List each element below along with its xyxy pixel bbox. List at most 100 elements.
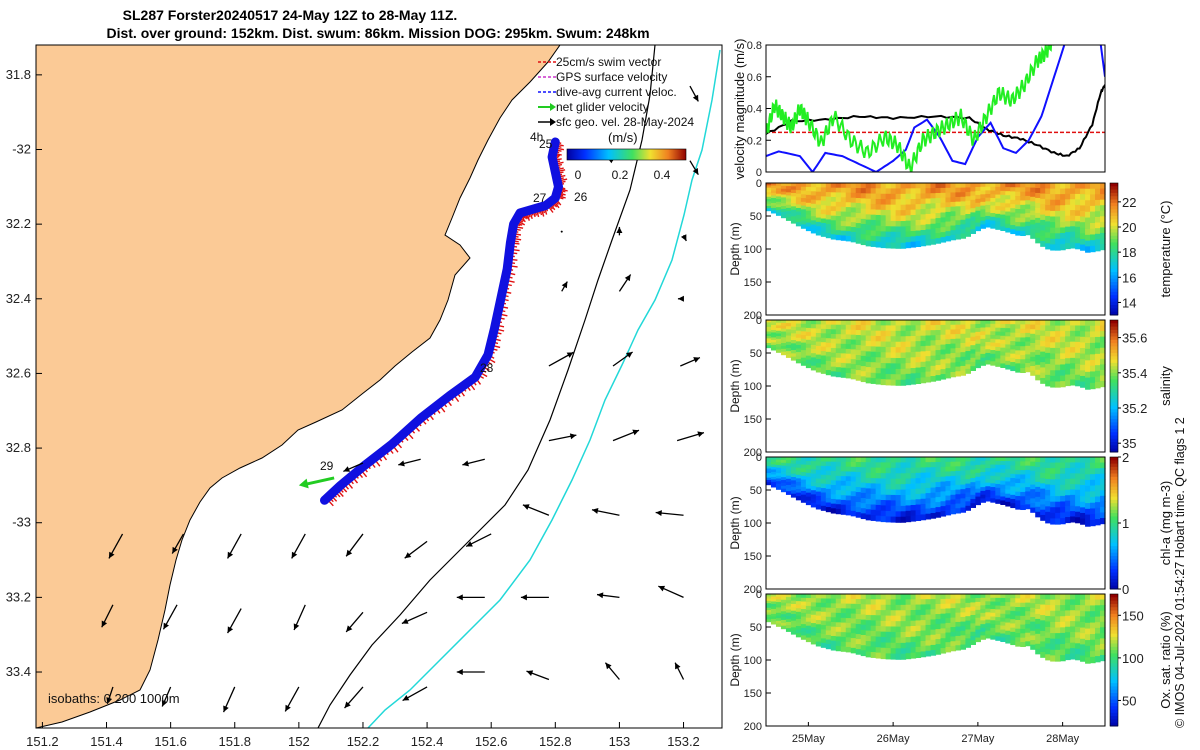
section-cell [795,601,802,606]
section-cell [1085,188,1091,196]
section-cell [840,353,847,359]
section-cell [895,594,902,601]
section-cell [960,626,967,632]
section-cell [870,378,877,384]
section-cell [1085,206,1091,213]
section-cell [1070,352,1076,359]
section-cell [970,635,976,641]
section-cell [800,609,807,614]
section-cell [800,338,807,344]
section-cell [930,507,937,514]
section-cell [795,327,802,332]
section-cell [790,470,797,475]
section-cell [1070,631,1076,638]
section-cell [780,214,787,219]
section-cell [855,462,862,468]
section-cell [1045,462,1051,469]
section-cell [1060,507,1066,514]
section-cell [815,619,822,625]
section-cell [785,612,792,617]
section-cell [845,202,852,208]
section-cell [815,213,822,219]
section-cell [910,373,917,380]
section-cell [975,320,981,325]
section-cell [900,237,907,244]
section-cell [975,617,981,623]
section-cell [885,473,892,480]
colorbar-step [1110,509,1118,514]
section-cell [1070,215,1076,222]
section-cell [940,506,947,512]
section-cell [965,625,971,631]
section-cell [1065,599,1071,606]
section-cell [1050,370,1056,377]
section-cell [920,193,927,200]
section-cell [1050,227,1056,234]
section-cell [766,466,772,470]
section-cell [880,209,887,216]
section-cell [1030,192,1036,198]
section-cell [855,370,862,376]
section-cell [830,183,837,189]
section-cell [785,460,792,464]
section-cell [915,183,922,189]
section-cell [1030,635,1036,641]
section-cell [766,326,772,330]
section-cell [950,508,957,515]
map-xtick-label: 151.8 [218,734,251,749]
section-cell [1030,493,1036,499]
section-cell [795,323,802,328]
section-cell [870,515,877,521]
section-cell [825,365,832,371]
section-cell [875,193,882,200]
section-cell [790,350,797,354]
section-cell [820,501,827,507]
section-cell [800,194,807,199]
section-cell [1055,610,1061,617]
section-cell [1035,598,1041,605]
section-cell [885,631,892,638]
section-cell [930,629,937,636]
section-cell [1060,381,1066,388]
section-cell [925,508,932,515]
section-cell [885,231,892,238]
section-cell [805,355,812,361]
section-cell [875,320,882,326]
section-cell [920,493,927,500]
section-cell [910,594,917,600]
section-cell [895,347,902,354]
section-cell [835,206,842,212]
section-cell [1035,197,1041,204]
section-cell [945,613,952,619]
section-cell [925,482,932,489]
section-cell [800,346,807,351]
section-cell [1060,188,1066,195]
section-cell [865,214,872,221]
section-cell [790,353,797,358]
section-cell [860,198,867,205]
section-cell [775,457,782,461]
section-cell [850,647,857,654]
section-cell [815,478,822,484]
colorbar-step [1110,252,1118,257]
section-cell [1015,226,1021,232]
section-cell [900,632,907,639]
section-ytick-label: 100 [744,244,762,256]
colorbar-step [1110,258,1118,263]
section-cell [930,472,937,478]
section-cell [830,498,837,505]
net-glider-velocity-arrow [304,476,335,486]
section-cell [845,339,852,345]
section-cell [975,621,981,627]
section-cell [875,609,882,616]
section-cell [820,222,827,228]
section-cell [870,225,877,232]
section-cell [935,604,942,610]
section-cell [795,615,802,620]
colorbar-step [1110,585,1118,590]
section-cell [790,600,797,605]
section-cell [1080,336,1086,343]
section-cell [805,594,812,599]
section-cell [1025,632,1031,638]
section-cell [930,360,937,367]
